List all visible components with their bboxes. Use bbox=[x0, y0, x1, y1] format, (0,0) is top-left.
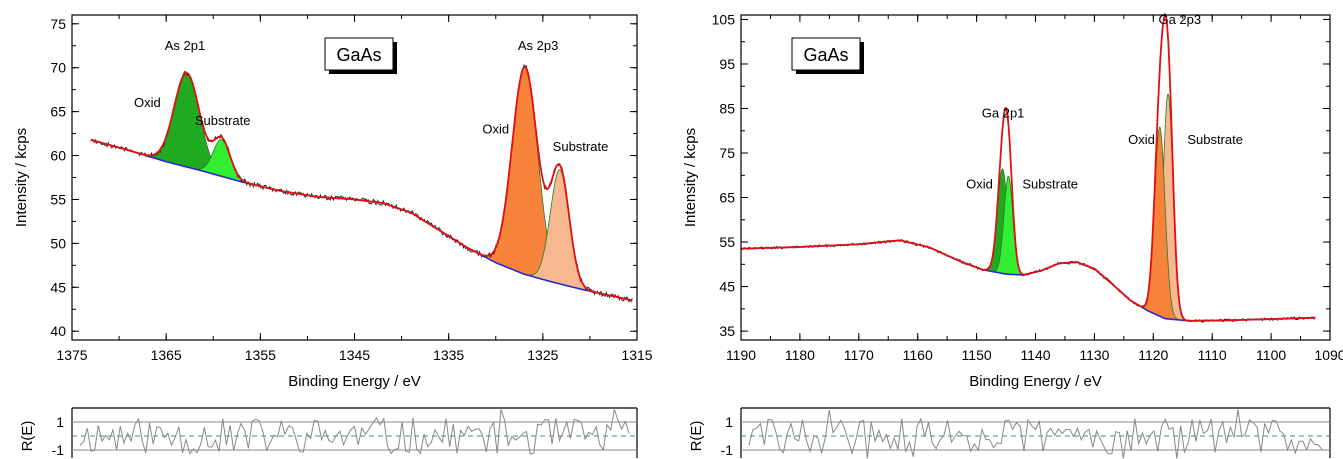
x-tick-label: 1315 bbox=[621, 347, 652, 363]
y-tick-label: 70 bbox=[50, 60, 66, 76]
fit-envelope-line bbox=[741, 13, 1316, 322]
residual-tick-label: 1 bbox=[725, 414, 733, 430]
peak-annotation: Ga 2p1 bbox=[982, 105, 1025, 120]
peak-annotation: As 2p3 bbox=[518, 38, 558, 53]
residual-axis-title: R(E) bbox=[688, 421, 705, 452]
x-tick-label: 1345 bbox=[339, 347, 370, 363]
y-tick-label: 105 bbox=[712, 11, 736, 27]
residual-panel: 1 -1 R(E) bbox=[688, 407, 1331, 459]
y-tick-label: 60 bbox=[50, 148, 66, 164]
x-tick-label: 1180 bbox=[785, 347, 815, 363]
chart-panel-2: 1190 1180 1170 1160 1150 1140 1130 1120 1110 1100… bbox=[682, 11, 1343, 459]
y-tick-label: 45 bbox=[50, 279, 66, 295]
y-tick-label: 95 bbox=[719, 56, 735, 72]
peak-annotation: Oxid bbox=[134, 95, 161, 110]
x-tick-label: 1335 bbox=[433, 347, 464, 363]
peak-annotation: Substrate bbox=[1187, 132, 1243, 147]
x-axis-title: Binding Energy / eV bbox=[969, 373, 1102, 390]
x-tick-label: 1190 bbox=[726, 347, 756, 363]
x-tick-label: 1365 bbox=[151, 347, 182, 363]
peak-annotation: Oxid bbox=[966, 177, 993, 192]
y-axis-title: Intensity / kcps bbox=[682, 128, 699, 227]
chart-panel-1: 1375 1365 1355 1345 1335 1325 1315 40 45 50 55 60 65… bbox=[13, 14, 653, 458]
residual-tick-label: -1 bbox=[721, 442, 734, 458]
peak-annotation: Substrate bbox=[1022, 177, 1078, 192]
y-axis-title: Intensity / kcps bbox=[13, 128, 30, 227]
background-line bbox=[741, 239, 1316, 322]
residual-tick-label: -1 bbox=[52, 442, 65, 458]
y-tick-label: 65 bbox=[719, 190, 735, 206]
y-tick-label: 35 bbox=[719, 323, 735, 339]
y-tick-label: 85 bbox=[719, 100, 735, 116]
y-tick-label: 75 bbox=[50, 16, 66, 32]
peak-annotation: Substrate bbox=[553, 139, 609, 154]
residual-line bbox=[748, 409, 1323, 459]
badge-label: GaAs bbox=[336, 45, 381, 65]
x-tick-label: 1325 bbox=[527, 347, 558, 363]
peak-annotation: Oxid bbox=[1128, 132, 1155, 147]
y-tick-label: 55 bbox=[719, 234, 735, 250]
badge-label: GaAs bbox=[803, 45, 848, 65]
x-tick-label: 1100 bbox=[1256, 347, 1286, 363]
x-tick-label: 1120 bbox=[1138, 347, 1168, 363]
x-tick-label: 1130 bbox=[1079, 347, 1109, 363]
residual-line bbox=[79, 409, 630, 455]
peak-annotation: Substrate bbox=[195, 113, 251, 128]
x-tick-label: 1355 bbox=[245, 347, 276, 363]
peak-annotation: Ga 2p3 bbox=[1158, 12, 1201, 27]
x-tick-label: 1110 bbox=[1198, 347, 1227, 363]
badge-box bbox=[791, 37, 861, 71]
x-tick-label: 1150 bbox=[962, 347, 992, 363]
residual-panel: 1 -1 R(E) bbox=[19, 407, 638, 458]
badge-box bbox=[324, 37, 394, 71]
x-tick-label: 1375 bbox=[56, 347, 87, 363]
y-tick-label: 40 bbox=[50, 323, 66, 339]
peak-annotation: Oxid bbox=[482, 122, 509, 137]
y-tick-label: 65 bbox=[50, 104, 66, 120]
fit-envelope-line bbox=[90, 65, 633, 302]
residual-axis-title: R(E) bbox=[19, 421, 36, 452]
x-tick-label: 1090 bbox=[1314, 347, 1343, 363]
y-tick-label: 45 bbox=[719, 279, 735, 295]
x-tick-label: 1160 bbox=[903, 347, 933, 363]
residual-tick-label: 1 bbox=[56, 414, 64, 430]
peak-annotation: As 2p1 bbox=[165, 38, 205, 53]
x-axis-title: Binding Energy / eV bbox=[288, 373, 421, 390]
y-tick-label: 50 bbox=[50, 235, 66, 251]
y-tick-label: 55 bbox=[50, 191, 66, 207]
x-tick-label: 1170 bbox=[844, 347, 874, 363]
x-tick-label: 1140 bbox=[1020, 347, 1050, 363]
y-tick-label: 75 bbox=[719, 145, 735, 161]
